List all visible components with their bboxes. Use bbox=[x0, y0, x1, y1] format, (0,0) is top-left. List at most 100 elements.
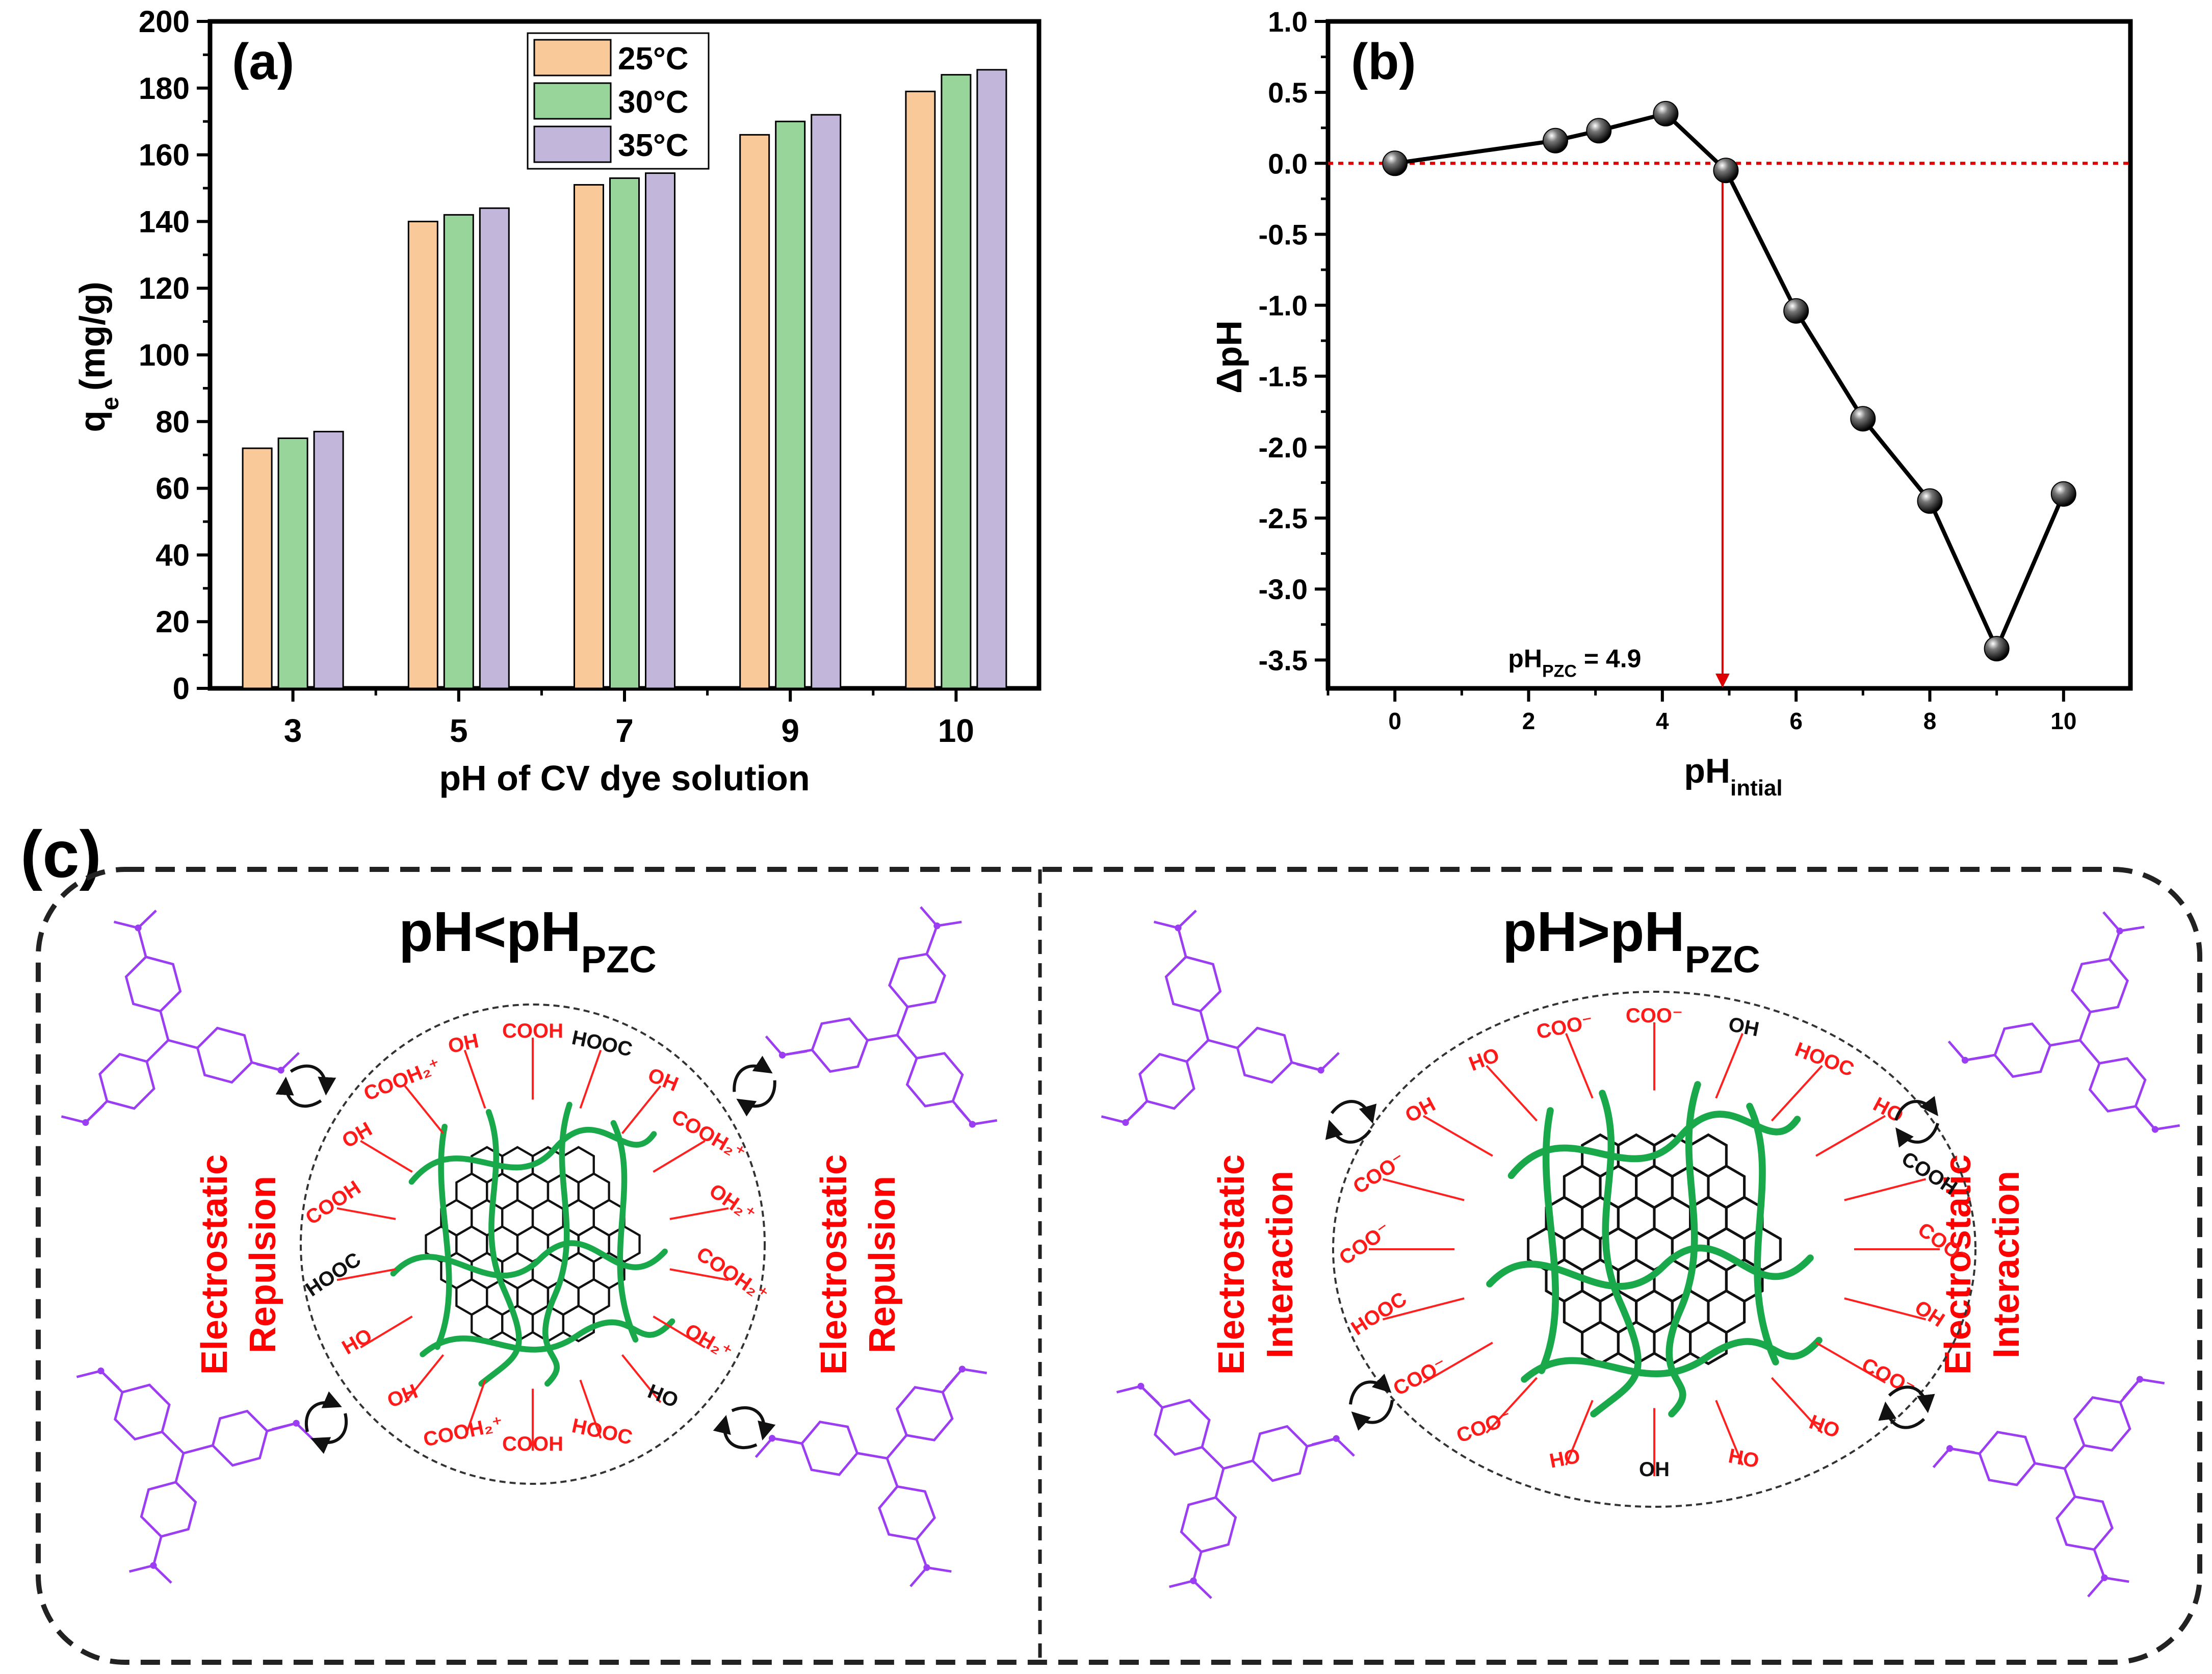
crystal-violet-molecule bbox=[1116, 1382, 1355, 1599]
polymer-chain bbox=[1665, 1081, 1701, 1418]
panel-b-label: (b) bbox=[1351, 33, 1416, 90]
right-functional-group: COO⁻ bbox=[1626, 1005, 1683, 1027]
right-group-bond bbox=[1815, 1115, 1886, 1157]
dye-ring bbox=[2088, 1057, 2147, 1113]
dye-ring bbox=[140, 1481, 197, 1538]
left-group-bond bbox=[579, 1379, 602, 1439]
right-interaction-text-2: Interaction bbox=[1986, 1171, 2027, 1358]
bar-10-30°C bbox=[941, 74, 972, 689]
left-functional-group: HOOC bbox=[570, 1026, 635, 1061]
dye-nitrogen bbox=[1190, 1577, 1197, 1584]
left-group-bond bbox=[621, 1085, 662, 1135]
dye-ring bbox=[1251, 1425, 1309, 1482]
x-tick-label-b: 0 bbox=[1388, 708, 1401, 734]
dye-nitrogen bbox=[933, 922, 941, 930]
curved-arrow bbox=[290, 1064, 336, 1096]
crystal-violet-molecule bbox=[1947, 911, 2180, 1133]
y-tick-label-a: 40 bbox=[155, 538, 190, 572]
dye-bond bbox=[152, 1536, 163, 1566]
bar-5-30°C bbox=[443, 214, 474, 689]
left-group-bond bbox=[336, 1207, 396, 1220]
dye-bond bbox=[2063, 1468, 2076, 1498]
bar-10-35°C bbox=[976, 69, 1007, 689]
y-tick-label-b: -3.0 bbox=[1259, 573, 1308, 605]
dye-nitrogen bbox=[2116, 928, 2123, 935]
left-group-bond bbox=[621, 1354, 662, 1403]
right-group-bond bbox=[1844, 1297, 1927, 1321]
dye-bond bbox=[2064, 1445, 2085, 1470]
data-point-b bbox=[1586, 118, 1612, 144]
panel-c-mechanism: (c) pH<pHPZC pH>pHPZC Electrostatic Repu… bbox=[20, 817, 2202, 1665]
delta-ph-series-line bbox=[1394, 111, 2066, 654]
left-group-bond bbox=[653, 1316, 706, 1349]
y-tick-label-b: -2.5 bbox=[1259, 502, 1308, 534]
polymer-chain bbox=[1521, 1336, 1823, 1383]
dye-methyl bbox=[972, 1119, 998, 1126]
right-group-bond bbox=[1422, 1115, 1493, 1157]
left-group-bond bbox=[404, 1085, 445, 1135]
y-tick-label-b: -2.0 bbox=[1259, 431, 1308, 463]
right-functional-group: OH bbox=[1639, 1458, 1670, 1481]
curved-arrow bbox=[736, 1080, 776, 1117]
dye-methyl bbox=[945, 1368, 964, 1389]
dye-methyl bbox=[100, 1370, 120, 1389]
dye-ring bbox=[196, 1026, 253, 1084]
dye-methyl bbox=[128, 1564, 154, 1573]
polymer-chain bbox=[1746, 1102, 1779, 1366]
left-functional-group: OH bbox=[446, 1029, 481, 1058]
left-functional-group: OH bbox=[645, 1064, 682, 1096]
dye-nitrogen bbox=[135, 924, 142, 932]
x-tick-label-a-10: 10 bbox=[938, 712, 974, 749]
polymer-chain bbox=[420, 1318, 675, 1357]
right-functional-group: COO⁻ bbox=[1534, 1011, 1595, 1044]
dye-nitrogen bbox=[82, 1119, 89, 1126]
x-axis-label-b: pHintial bbox=[1684, 752, 1782, 801]
dye-methyl bbox=[765, 1035, 784, 1056]
legend-label-35c: 35°C bbox=[618, 128, 689, 163]
dye-bond bbox=[146, 1039, 169, 1063]
data-point-b bbox=[1917, 488, 1943, 514]
dye-methyl bbox=[137, 910, 157, 929]
dye-nitrogen bbox=[277, 1067, 284, 1074]
dye-methyl bbox=[280, 1052, 300, 1071]
polymer-chain bbox=[610, 1120, 639, 1343]
right-functional-group: COO⁻ bbox=[1453, 1406, 1515, 1447]
left-group-bond bbox=[579, 1049, 602, 1109]
curved-arrow bbox=[1895, 1122, 1940, 1148]
data-point-b bbox=[1783, 298, 1809, 324]
dye-methyl bbox=[2119, 925, 2145, 933]
dye-methyl bbox=[909, 1566, 928, 1587]
dye-nitrogen bbox=[2136, 1376, 2144, 1383]
polymer-chain bbox=[478, 1109, 522, 1387]
dye-nitrogen bbox=[1317, 1067, 1324, 1074]
dye-nitrogen bbox=[293, 1420, 300, 1427]
dye-methyl bbox=[920, 906, 938, 927]
bar-7-25°C bbox=[574, 184, 604, 689]
dye-bond bbox=[2093, 1549, 2106, 1579]
x-tick-label-b: 10 bbox=[2050, 708, 2076, 734]
mechanism-frame bbox=[36, 867, 2202, 1665]
bar-3-35°C bbox=[313, 430, 344, 689]
dye-bond bbox=[137, 928, 147, 958]
data-point-b bbox=[1382, 150, 1408, 176]
dye-methyl bbox=[1335, 1437, 1355, 1457]
dye-ring bbox=[1180, 1496, 1237, 1553]
dye-methyl bbox=[1140, 1385, 1160, 1405]
y-tick-label-a: 140 bbox=[139, 204, 190, 239]
dye-ring bbox=[1154, 1399, 1211, 1456]
dye-bond bbox=[886, 1434, 907, 1459]
dye-methyl bbox=[1296, 1063, 1321, 1072]
dye-bond bbox=[2108, 930, 2121, 960]
polymer-chain bbox=[1538, 1107, 1559, 1374]
interaction-arrows bbox=[733, 1055, 776, 1117]
right-functional-group: COO⁻ bbox=[1335, 1218, 1395, 1269]
y-tick-label-b: 1.0 bbox=[1268, 6, 1308, 38]
right-group-bond bbox=[1771, 1065, 1823, 1122]
dye-bond bbox=[1192, 1551, 1203, 1581]
right-interaction-text-1: Electrostatic bbox=[1938, 1154, 1979, 1375]
left-particle-boundary bbox=[300, 1003, 766, 1485]
dye-methyl bbox=[754, 1437, 773, 1458]
left-group-bond bbox=[653, 1140, 706, 1173]
right-functional-group: COO⁻ bbox=[1858, 1353, 1919, 1400]
right-particle-boundary bbox=[1332, 991, 1976, 1508]
